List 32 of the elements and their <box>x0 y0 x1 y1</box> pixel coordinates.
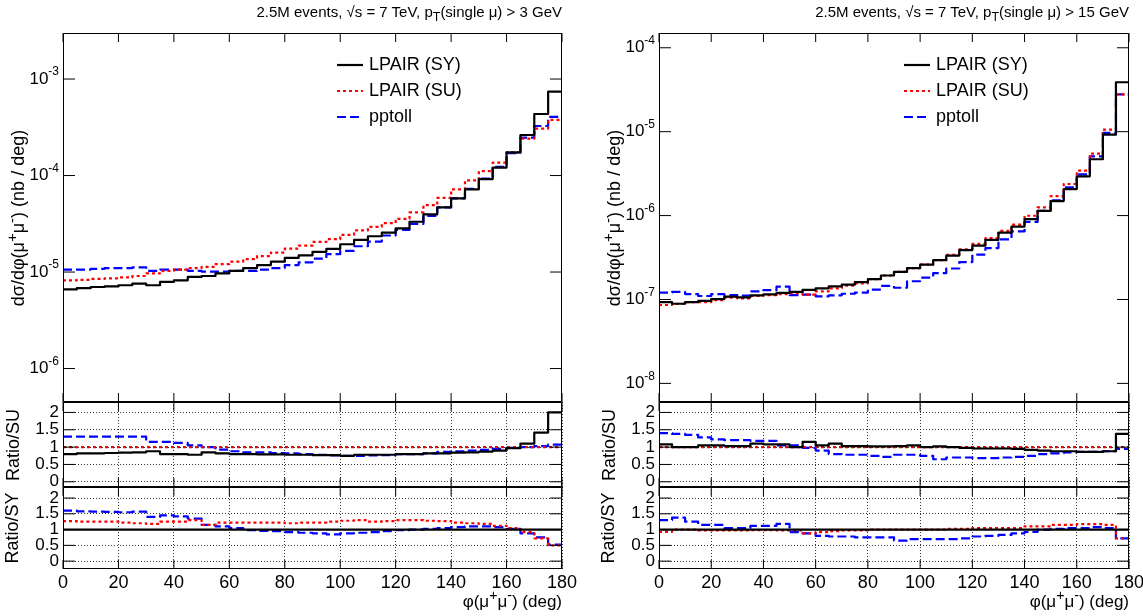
x-tick-label: 40 <box>753 571 774 592</box>
x-tick-label: 60 <box>805 571 826 592</box>
x-tick-label: 100 <box>905 571 936 592</box>
x-tick-label: 120 <box>380 571 411 592</box>
legend-label: LPAIR (SU) <box>936 79 1029 100</box>
legend-label: LPAIR (SY) <box>369 53 461 74</box>
legend-label: pptoll <box>936 105 980 126</box>
chart-title: 2.5M events, √s = 7 TeV, p$_{T}$(single μ) > 3 GeV <box>256 3 562 24</box>
x-tick-label: 80 <box>857 571 878 592</box>
y-tick-label: 1.5 <box>35 419 60 439</box>
y-axis-title: Ratio/SU <box>2 407 23 483</box>
x-tick-label: 100 <box>325 571 356 592</box>
chart-title: 2.5M events, √s = 7 TeV, p$_{T}$(single μ) > 15 GeV <box>815 3 1129 24</box>
x-tick-label: 80 <box>274 571 295 592</box>
y-tick-label: 2 <box>49 402 60 422</box>
x-tick-label: 40 <box>163 571 184 592</box>
y-tick-label: 2 <box>645 402 656 422</box>
legend-label: LPAIR (SY) <box>936 53 1028 74</box>
y-axis-title: Ratio/SY <box>2 491 23 566</box>
y-tick-label: 1.5 <box>631 419 656 439</box>
legend-label: pptoll <box>369 105 413 126</box>
y-axis-title: Ratio/SY <box>598 491 619 566</box>
x-tick-label: 120 <box>957 571 988 592</box>
y-tick-label: 1 <box>49 436 60 456</box>
y-tick-label: 1 <box>645 436 656 456</box>
x-tick-label: 60 <box>219 571 240 592</box>
legend-label: LPAIR (SU) <box>369 79 462 100</box>
y-tick-label: 0.5 <box>35 454 60 474</box>
x-tick-label: 20 <box>108 571 129 592</box>
y-axis-title: Ratio/SU <box>598 407 619 483</box>
x-tick-label: 20 <box>701 571 722 592</box>
y-tick-label: 0.5 <box>631 454 656 474</box>
